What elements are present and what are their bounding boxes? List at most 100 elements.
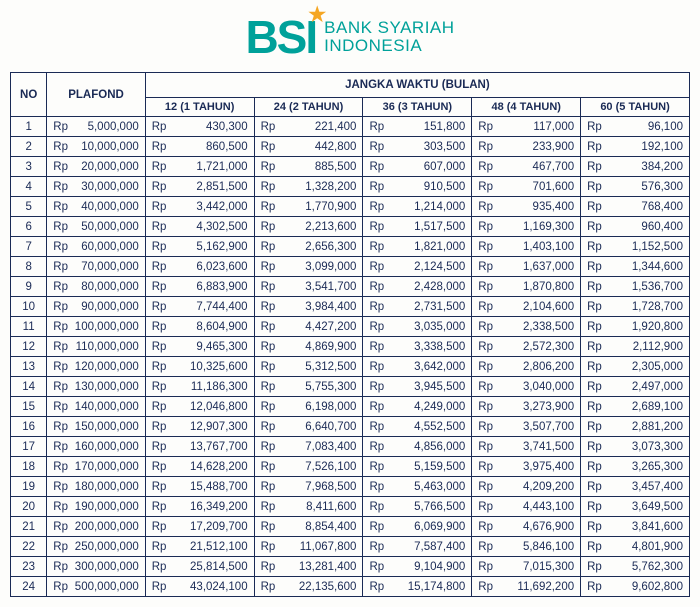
cell-month-2: Rp4,856,000 (363, 437, 472, 457)
cell-plafond: Rp60,000,000 (47, 237, 145, 257)
cell-month-0: Rp13,767,700 (145, 437, 254, 457)
cell-month-0: Rp860,500 (145, 137, 254, 157)
cell-month-3: Rp1,870,800 (472, 277, 581, 297)
cell-month-3: Rp935,400 (472, 197, 581, 217)
cell-month-2: Rp2,428,000 (363, 277, 472, 297)
table-row: 21Rp200,000,000Rp17,209,700Rp8,854,400Rp… (11, 517, 690, 537)
table-row: 3Rp20,000,000Rp1,721,000Rp885,500Rp607,0… (11, 157, 690, 177)
cell-plafond: Rp130,000,000 (47, 377, 145, 397)
cell-month-1: Rp3,099,000 (254, 257, 363, 277)
cell-month-4: Rp1,152,500 (581, 237, 690, 257)
cell-month-1: Rp1,770,900 (254, 197, 363, 217)
cell-month-3: Rp117,000 (472, 117, 581, 137)
table-row: 18Rp170,000,000Rp14,628,200Rp7,526,100Rp… (11, 457, 690, 477)
cell-month-1: Rp6,198,000 (254, 397, 363, 417)
cell-no: 7 (11, 237, 47, 257)
cell-month-4: Rp2,689,100 (581, 397, 690, 417)
cell-plafond: Rp140,000,000 (47, 397, 145, 417)
header-month-1: 24 (2 TAHUN) (254, 98, 363, 117)
cell-month-1: Rp6,640,700 (254, 417, 363, 437)
cell-month-2: Rp5,463,000 (363, 477, 472, 497)
cell-month-0: Rp6,023,600 (145, 257, 254, 277)
cell-month-3: Rp3,273,900 (472, 397, 581, 417)
cell-plafond: Rp80,000,000 (47, 277, 145, 297)
cell-month-0: Rp21,512,100 (145, 537, 254, 557)
cell-month-1: Rp7,083,400 (254, 437, 363, 457)
cell-month-3: Rp7,015,300 (472, 557, 581, 577)
table-row: 17Rp160,000,000Rp13,767,700Rp7,083,400Rp… (11, 437, 690, 457)
cell-month-0: Rp3,442,000 (145, 197, 254, 217)
table-row: 10Rp90,000,000Rp7,744,400Rp3,984,400Rp2,… (11, 297, 690, 317)
logo-mark: BSI ★ (245, 10, 316, 64)
cell-month-0: Rp43,024,100 (145, 577, 254, 597)
table-row: 13Rp120,000,000Rp10,325,600Rp5,312,500Rp… (11, 357, 690, 377)
cell-month-2: Rp9,104,900 (363, 557, 472, 577)
cell-month-1: Rp221,400 (254, 117, 363, 137)
cell-no: 11 (11, 317, 47, 337)
cell-no: 12 (11, 337, 47, 357)
cell-month-0: Rp9,465,300 (145, 337, 254, 357)
cell-month-2: Rp3,035,000 (363, 317, 472, 337)
header-plafond: PLAFOND (47, 73, 145, 117)
cell-plafond: Rp200,000,000 (47, 517, 145, 537)
cell-month-1: Rp22,135,600 (254, 577, 363, 597)
cell-month-2: Rp2,124,500 (363, 257, 472, 277)
table-row: 2Rp10,000,000Rp860,500Rp442,800Rp303,500… (11, 137, 690, 157)
cell-month-4: Rp960,400 (581, 217, 690, 237)
cell-month-2: Rp607,000 (363, 157, 472, 177)
cell-month-2: Rp3,338,500 (363, 337, 472, 357)
cell-no: 13 (11, 357, 47, 377)
cell-no: 6 (11, 217, 47, 237)
cell-plafond: Rp160,000,000 (47, 437, 145, 457)
cell-month-4: Rp384,200 (581, 157, 690, 177)
cell-month-3: Rp1,169,300 (472, 217, 581, 237)
cell-month-3: Rp1,637,000 (472, 257, 581, 277)
cell-month-3: Rp3,741,500 (472, 437, 581, 457)
table-row: 4Rp30,000,000Rp2,851,500Rp1,328,200Rp910… (11, 177, 690, 197)
table-row: 15Rp140,000,000Rp12,046,800Rp6,198,000Rp… (11, 397, 690, 417)
cell-month-0: Rp12,046,800 (145, 397, 254, 417)
cell-month-0: Rp25,814,500 (145, 557, 254, 577)
cell-month-1: Rp442,800 (254, 137, 363, 157)
cell-plafond: Rp40,000,000 (47, 197, 145, 217)
cell-month-0: Rp17,209,700 (145, 517, 254, 537)
cell-month-4: Rp3,649,500 (581, 497, 690, 517)
brand-name-line1: BANK SYARIAH (324, 19, 454, 37)
cell-month-1: Rp8,854,400 (254, 517, 363, 537)
cell-month-0: Rp15,488,700 (145, 477, 254, 497)
table-row: 22Rp250,000,000Rp21,512,100Rp11,067,800R… (11, 537, 690, 557)
cell-plafond: Rp190,000,000 (47, 497, 145, 517)
table-row: 16Rp150,000,000Rp12,907,300Rp6,640,700Rp… (11, 417, 690, 437)
cell-no: 17 (11, 437, 47, 457)
cell-month-1: Rp5,312,500 (254, 357, 363, 377)
cell-month-1: Rp1,328,200 (254, 177, 363, 197)
cell-plafond: Rp110,000,000 (47, 337, 145, 357)
installment-table: NO PLAFOND JANGKA WAKTU (BULAN) 12 (1 TA… (10, 72, 690, 597)
cell-no: 21 (11, 517, 47, 537)
cell-month-1: Rp7,968,500 (254, 477, 363, 497)
cell-month-0: Rp4,302,500 (145, 217, 254, 237)
cell-month-1: Rp2,656,300 (254, 237, 363, 257)
table-row: 14Rp130,000,000Rp11,186,300Rp5,755,300Rp… (11, 377, 690, 397)
cell-month-4: Rp9,602,800 (581, 577, 690, 597)
brand-name-line2: INDONESIA (324, 37, 454, 55)
cell-plafond: Rp300,000,000 (47, 557, 145, 577)
cell-no: 4 (11, 177, 47, 197)
cell-plafond: Rp500,000,000 (47, 577, 145, 597)
cell-month-2: Rp1,821,000 (363, 237, 472, 257)
cell-month-1: Rp885,500 (254, 157, 363, 177)
header-month-4: 60 (5 TAHUN) (581, 98, 690, 117)
table-row: 24Rp500,000,000Rp43,024,100Rp22,135,600R… (11, 577, 690, 597)
cell-month-1: Rp3,984,400 (254, 297, 363, 317)
cell-plafond: Rp170,000,000 (47, 457, 145, 477)
table-row: 11Rp100,000,000Rp8,604,900Rp4,427,200Rp3… (11, 317, 690, 337)
header-no: NO (11, 73, 47, 117)
cell-month-4: Rp4,801,900 (581, 537, 690, 557)
cell-plafond: Rp180,000,000 (47, 477, 145, 497)
cell-month-3: Rp1,403,100 (472, 237, 581, 257)
cell-month-2: Rp3,642,000 (363, 357, 472, 377)
cell-month-2: Rp303,500 (363, 137, 472, 157)
table-row: 19Rp180,000,000Rp15,488,700Rp7,968,500Rp… (11, 477, 690, 497)
cell-no: 18 (11, 457, 47, 477)
cell-month-0: Rp430,300 (145, 117, 254, 137)
